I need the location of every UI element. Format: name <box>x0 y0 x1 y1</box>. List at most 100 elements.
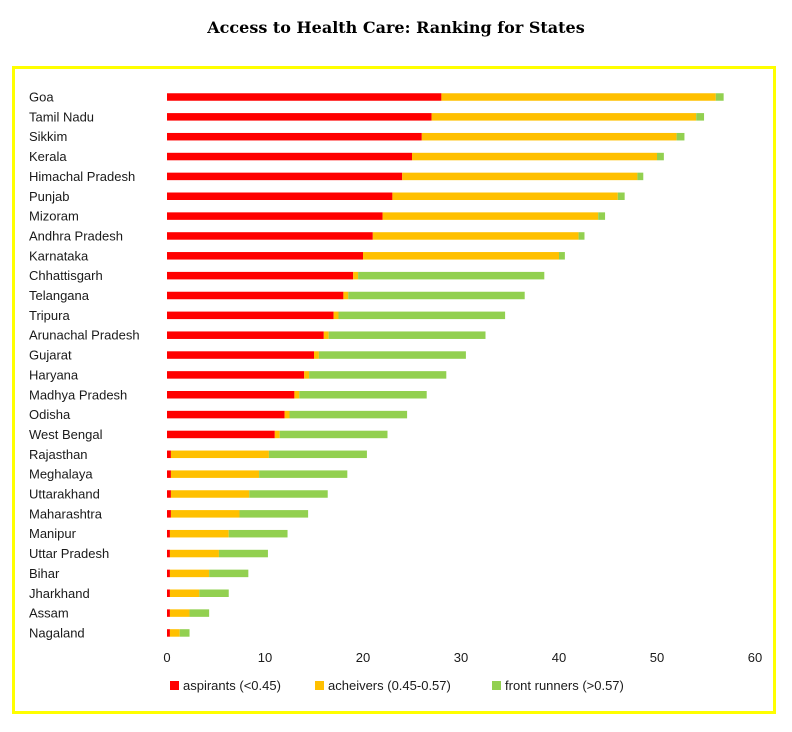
x-tick-label: 20 <box>356 650 370 665</box>
chart-frame: Goa Tamil Nadu Sikkim Kerala Himachal Prades… <box>12 66 776 714</box>
bar-segment <box>289 410 408 419</box>
legend: aspirants (<0.45) acheivers (0.45-0.57) fr… <box>170 678 624 693</box>
chart-title: Access to Health Care: Ranking for State… <box>207 18 585 37</box>
category-label: Sikkim <box>29 129 67 144</box>
bar-segment <box>167 252 363 260</box>
x-tick-label: 50 <box>650 650 664 665</box>
category-label: Kerala <box>29 149 67 164</box>
x-tick-label: 10 <box>258 650 272 665</box>
bar-segment <box>696 113 705 121</box>
x-tick-label: 40 <box>552 650 566 665</box>
category-label: Jharkhand <box>29 586 90 601</box>
category-label: Gujarat <box>29 348 72 363</box>
bar-segment <box>309 371 447 379</box>
bar-segment <box>363 252 559 260</box>
x-axis: 0 10 20 30 40 50 60 <box>163 650 762 665</box>
bar-segment <box>167 629 170 637</box>
bar-segment <box>167 410 285 419</box>
bar-segment <box>249 490 328 498</box>
legend-item: aspirants (<0.45) <box>170 678 281 693</box>
bar-segment <box>617 192 625 200</box>
bar-segment <box>167 470 171 478</box>
bar-segment <box>559 252 565 260</box>
bar-segment <box>323 331 329 339</box>
bar-segment <box>279 430 388 439</box>
legend-item: front runners (>0.57) <box>492 678 624 693</box>
category-label: Andhra Pradesh <box>29 228 123 243</box>
category-label: Uttar Pradesh <box>29 546 109 561</box>
bar-segment <box>228 529 288 538</box>
category-label: Karnataka <box>29 248 89 263</box>
legend-label: front runners (>0.57) <box>505 678 624 693</box>
category-label: Chhattisgarh <box>29 268 103 283</box>
bar-segment <box>167 430 275 439</box>
bar-segment <box>358 271 545 280</box>
bar-segment <box>170 510 240 518</box>
bar-segment <box>169 569 210 578</box>
bar-segment <box>637 172 644 181</box>
bar-segment <box>179 629 190 637</box>
bar-chart: Goa Tamil Nadu Sikkim Kerala Himachal Prades… <box>29 90 762 694</box>
bar-segment <box>167 450 171 459</box>
bar-segment <box>169 549 219 558</box>
bar-segment <box>304 371 310 379</box>
category-label: Arunachal Pradesh <box>29 328 140 343</box>
category-label: Mizoram <box>29 209 79 224</box>
bar-segment <box>328 331 486 339</box>
bar-segment <box>441 93 716 101</box>
category-label: Uttarakhand <box>29 487 100 502</box>
bar-segment <box>167 391 295 399</box>
bar-segment <box>167 589 170 597</box>
bar-segment <box>338 311 506 320</box>
bar-segment <box>382 212 599 220</box>
legend-item: acheivers (0.45-0.57) <box>315 678 451 693</box>
bar-segment <box>294 391 300 399</box>
category-label: Madhya Pradesh <box>29 387 127 402</box>
bar-segment <box>199 589 229 597</box>
category-label: Telangana <box>29 288 90 303</box>
x-tick-label: 60 <box>748 650 762 665</box>
bar-segment <box>657 152 664 161</box>
bar-segment <box>167 113 432 121</box>
bar-segment <box>170 470 260 478</box>
bar-segment <box>167 152 412 161</box>
category-label: Assam <box>29 606 69 621</box>
bar-segment <box>167 529 170 538</box>
bar-segment <box>353 271 359 280</box>
bar-segment <box>167 311 334 320</box>
category-labels: Goa Tamil Nadu Sikkim Kerala Himachal Prades… <box>29 90 140 641</box>
category-label: Himachal Pradesh <box>29 169 135 184</box>
bar-segment <box>578 232 585 240</box>
bar-segment <box>715 93 724 101</box>
bar-segment <box>169 629 180 637</box>
legend-label: aspirants (<0.45) <box>183 678 281 693</box>
bar-segment <box>348 291 525 300</box>
bar-segment <box>299 391 427 399</box>
bar-segment <box>218 549 268 558</box>
category-label: Goa <box>29 90 54 105</box>
bar-segment <box>318 351 466 359</box>
bar-segment <box>392 192 618 200</box>
bar-segment <box>167 93 442 101</box>
bar-segment <box>170 490 250 498</box>
bar-segment <box>421 132 677 141</box>
category-label: Odisha <box>29 407 71 422</box>
category-label: Rajasthan <box>29 447 88 462</box>
bar-segment <box>372 232 579 240</box>
x-tick-label: 0 <box>163 650 170 665</box>
bar-segment <box>169 589 200 597</box>
bar-segment <box>676 132 685 141</box>
bar-segment <box>167 172 403 181</box>
category-label: Tripura <box>29 308 70 323</box>
bar-segment <box>333 311 339 320</box>
bar-segment <box>167 490 171 498</box>
bar-segment <box>274 430 280 439</box>
bar-segment <box>284 410 290 419</box>
bar-segment <box>402 172 638 181</box>
bar-segment <box>167 212 383 220</box>
category-label: Haryana <box>29 367 79 382</box>
bar-segment <box>167 351 314 359</box>
bar-segment <box>239 510 309 518</box>
bar-segment <box>167 331 324 339</box>
bars-layer <box>167 93 724 637</box>
